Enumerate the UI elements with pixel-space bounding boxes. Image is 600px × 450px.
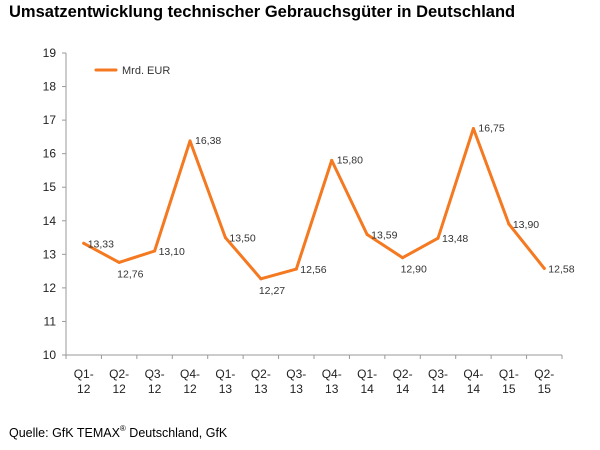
- x-tick-label: Q1-12: [74, 367, 94, 396]
- x-tick-label-line: 12: [183, 382, 197, 396]
- x-tick-label-line: Q2-: [393, 367, 413, 381]
- x-tick-label: Q2-15: [534, 367, 554, 396]
- y-tick-label: 10: [43, 348, 57, 362]
- y-tick-label: 19: [43, 46, 57, 60]
- x-tick-label-line: 13: [290, 382, 304, 396]
- source-prefix: Quelle: GfK TEMAX: [9, 426, 120, 440]
- data-point: [471, 127, 475, 130]
- data-label: 13,10: [159, 246, 185, 258]
- x-tick-label-line: Q4-: [322, 367, 342, 381]
- x-tick-label: Q1-14: [357, 367, 377, 396]
- source-note: Quelle: GfK TEMAX® Deutschland, GfK: [9, 424, 227, 440]
- source-suffix: Deutschland, GfK: [125, 426, 228, 440]
- x-tick-label-line: 14: [431, 382, 445, 396]
- data-label: 15,80: [337, 154, 363, 166]
- data-point: [153, 249, 157, 253]
- y-tick-label: 11: [44, 314, 57, 328]
- data-point: [117, 260, 121, 264]
- data-label: 12,56: [300, 264, 326, 276]
- data-label: 13,59: [371, 230, 397, 242]
- chart-axes: 10111213141516171819Q1-12Q2-12Q3-12Q4-12…: [43, 46, 563, 396]
- x-tick-label: Q4-14: [463, 367, 483, 396]
- x-tick-label-line: 13: [219, 382, 233, 396]
- data-point: [365, 233, 369, 237]
- x-tick-label-line: Q1-: [74, 367, 94, 381]
- x-tick-label-line: Q1-: [499, 367, 519, 381]
- x-tick-label-line: Q4-: [180, 367, 200, 381]
- data-point: [188, 139, 192, 143]
- x-tick-label-line: Q2-: [109, 367, 129, 381]
- registered-mark: ®: [119, 424, 126, 433]
- x-tick-label-line: 12: [77, 382, 91, 396]
- data-point: [436, 236, 440, 240]
- x-tick-label-line: Q1-: [215, 367, 235, 381]
- data-label: 12,27: [259, 285, 285, 297]
- data-point: [507, 222, 511, 226]
- x-tick-label-line: Q3-: [428, 367, 448, 381]
- x-tick-label: Q1-15: [499, 367, 519, 396]
- data-point: [542, 266, 546, 270]
- x-tick-label-line: Q4-: [463, 367, 483, 381]
- data-point: [294, 267, 298, 271]
- y-tick-label: 17: [43, 113, 57, 127]
- x-tick-label-line: 13: [254, 382, 268, 396]
- x-tick-label-line: Q1-: [357, 367, 377, 381]
- data-label: 12,58: [548, 263, 574, 275]
- chart-title: Umsatzentwicklung technischer Gebrauchsg…: [9, 3, 516, 21]
- legend-label: Mrd. EUR: [122, 65, 170, 77]
- data-point: [401, 256, 405, 260]
- x-tick-label-line: 14: [467, 382, 481, 396]
- chart-series: 13,33 12,76 13,10 16,38 13,50 12,27 12,56 15,80…: [82, 123, 575, 297]
- y-tick-label: 14: [43, 214, 57, 228]
- data-label: 13,50: [229, 233, 255, 245]
- data-point: [82, 241, 86, 245]
- x-tick-label: Q1-13: [215, 367, 235, 396]
- x-tick-label-line: 15: [538, 382, 552, 396]
- x-tick-label-line: Q2-: [251, 367, 271, 381]
- data-label: 16,75: [478, 123, 504, 135]
- data-label: 13,90: [513, 219, 539, 231]
- x-tick-label: Q2-13: [251, 367, 271, 396]
- x-tick-label-line: 15: [502, 382, 516, 396]
- data-label: 16,38: [195, 135, 221, 147]
- x-tick-label-line: 14: [360, 382, 374, 396]
- chart-legend: Mrd. EUR: [94, 65, 170, 77]
- x-tick-label-line: 14: [396, 382, 410, 396]
- data-label: 12,76: [117, 268, 143, 280]
- y-tick-label: 12: [43, 281, 57, 295]
- y-tick-label: 18: [43, 80, 57, 94]
- x-tick-label: Q3-14: [428, 367, 448, 396]
- x-tick-label-line: Q2-: [534, 367, 554, 381]
- x-tick-label: Q4-13: [322, 367, 342, 396]
- y-tick-label: 16: [43, 147, 57, 161]
- data-point: [330, 158, 334, 162]
- x-tick-label-line: 12: [148, 382, 162, 396]
- data-label: 12,90: [401, 264, 427, 276]
- y-tick-label: 15: [43, 180, 57, 194]
- x-tick-label: Q2-12: [109, 367, 129, 396]
- x-tick-label-line: 12: [112, 382, 126, 396]
- x-tick-label-line: Q3-: [286, 367, 306, 381]
- series-line: [82, 127, 546, 281]
- x-tick-label-line: 13: [325, 382, 339, 396]
- data-point: [223, 236, 227, 240]
- data-label: 13,33: [88, 238, 114, 250]
- y-tick-label: 13: [43, 247, 57, 261]
- data-point: [259, 277, 263, 281]
- x-tick-label-line: Q3-: [145, 367, 165, 381]
- x-tick-label: Q4-12: [180, 367, 200, 396]
- x-tick-label: Q2-14: [393, 367, 413, 396]
- x-tick-label: Q3-12: [145, 367, 165, 396]
- data-label: 13,48: [442, 233, 468, 245]
- x-tick-label: Q3-13: [286, 367, 306, 396]
